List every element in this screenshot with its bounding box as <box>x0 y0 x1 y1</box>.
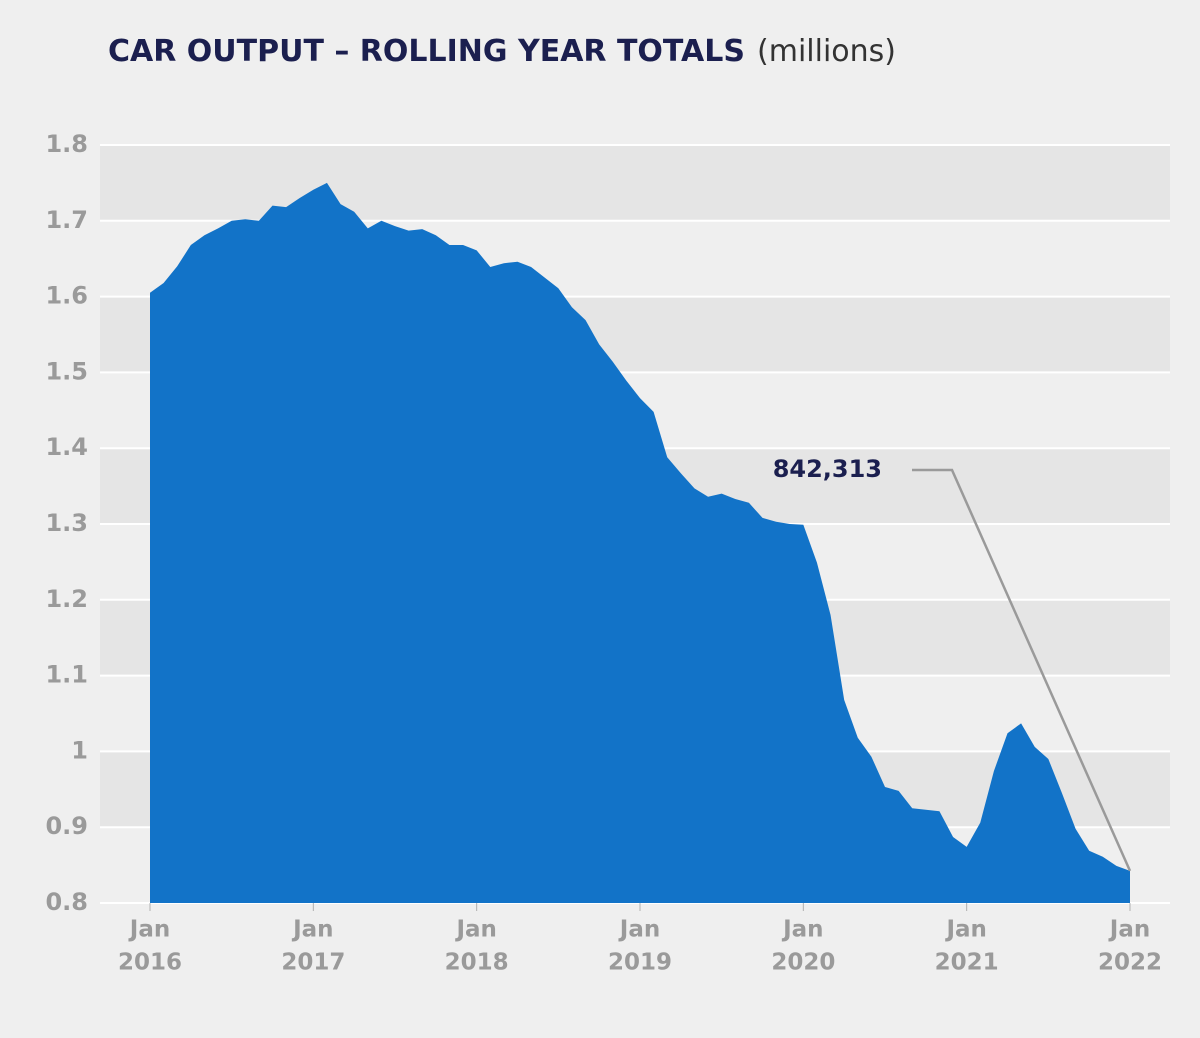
x-tick-label: Jan <box>128 917 170 943</box>
x-tick-label: Jan <box>291 917 333 943</box>
x-tick-label: Jan <box>944 917 986 943</box>
y-tick-label: 0.9 <box>45 812 88 840</box>
y-tick-label: 1.8 <box>45 130 88 158</box>
y-tick-label: 1.3 <box>45 509 88 537</box>
x-tick-label: 2020 <box>771 950 835 976</box>
y-tick-label: 0.8 <box>45 888 88 916</box>
title: CAR OUTPUT – ROLLING YEAR TOTALS <box>108 34 745 69</box>
chart-title: CAR OUTPUT – ROLLING YEAR TOTALS (million… <box>108 34 896 69</box>
x-tick-label: Jan <box>454 917 496 943</box>
x-tick-label: 2016 <box>118 950 182 976</box>
y-tick-label: 1 <box>71 736 88 764</box>
y-tick-label: 1.6 <box>45 282 88 310</box>
annotation-leader <box>912 468 1132 872</box>
x-tick-label: 2019 <box>608 950 672 976</box>
x-tick-label: Jan <box>781 917 823 943</box>
y-tick-label: 1.1 <box>45 661 88 689</box>
annotation: 842,313 <box>773 455 882 483</box>
area <box>150 182 1130 903</box>
x-tick-label: Jan <box>1108 917 1150 943</box>
y-tick-label: 1.2 <box>45 585 88 613</box>
y-tick-label: 1.7 <box>45 206 88 234</box>
x-tick-label: 2022 <box>1098 950 1162 976</box>
x-tick-label: 2018 <box>445 950 509 976</box>
x-tick-label: 2021 <box>935 950 999 976</box>
grid-band <box>100 145 1170 221</box>
y-tick-label: 1.4 <box>45 433 88 461</box>
y-tick-label: 1.5 <box>45 357 88 385</box>
subtitle: (millions) <box>757 34 896 69</box>
x-tick-label: 2017 <box>281 950 345 976</box>
x-tick-label: Jan <box>618 917 660 943</box>
